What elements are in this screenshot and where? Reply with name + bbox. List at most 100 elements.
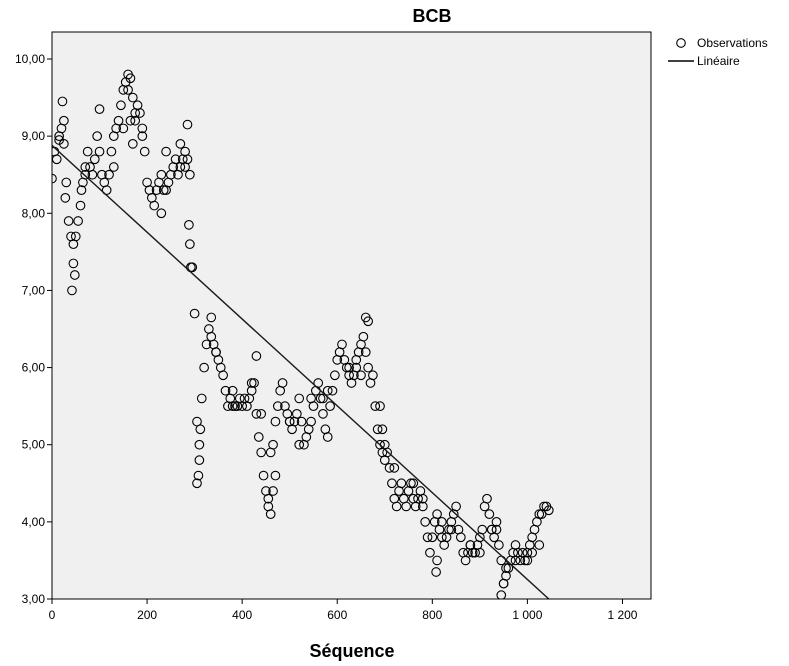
observation-point: [330, 370, 340, 381]
observation-point: [211, 347, 221, 357]
observation-point: [230, 401, 240, 411]
observation-point: [156, 208, 167, 219]
observation-point: [170, 154, 181, 165]
observation-point: [422, 532, 433, 543]
observation-point: [527, 547, 538, 558]
observation-point: [455, 532, 466, 543]
observation-point: [543, 505, 554, 516]
observation-point: [249, 378, 259, 388]
plot-area: [52, 32, 651, 599]
observation-point: [156, 169, 167, 180]
observation-point: [315, 393, 326, 404]
observation-point: [194, 455, 205, 465]
observation-point: [258, 470, 269, 481]
x-tick-label: 600: [327, 608, 347, 622]
observation-point: [375, 401, 385, 411]
observation-point: [67, 285, 77, 296]
observation-point: [63, 216, 74, 226]
observation-point: [268, 486, 278, 496]
legend-observations-marker: [676, 38, 686, 48]
observation-point: [80, 169, 91, 180]
observation-point: [306, 393, 316, 404]
x-tick-label: 800: [422, 608, 442, 622]
observation-point: [185, 239, 195, 249]
x-tick-label: 400: [232, 608, 252, 622]
legend-linear-label: Linéaire: [697, 54, 740, 68]
observation-point: [76, 185, 87, 195]
observation-point: [251, 351, 262, 361]
observation-point: [322, 385, 333, 396]
observation-point: [484, 509, 495, 519]
observation-point: [130, 108, 141, 118]
observation-point: [189, 308, 200, 319]
observation-point: [123, 85, 133, 95]
observation-point: [108, 162, 119, 172]
observation-point: [446, 524, 457, 535]
observation-point: [175, 139, 186, 149]
x-tick-label: 1 200: [607, 608, 637, 622]
observation-point: [118, 123, 129, 134]
observation-point: [294, 439, 305, 450]
observation-point: [125, 73, 136, 84]
observation-point: [306, 416, 316, 427]
y-tick-label: 3,00: [22, 592, 46, 606]
chart-title: BCB: [413, 6, 452, 26]
x-axis: 0 200 400 600 800 1 000 1 200: [49, 599, 638, 622]
observation-point: [396, 478, 407, 489]
observation-point: [127, 139, 138, 149]
observation-point: [130, 115, 141, 126]
observation-point: [199, 362, 209, 373]
observation-point: [501, 563, 511, 573]
observation-point: [389, 463, 400, 473]
observation-point: [256, 409, 267, 419]
observation-point: [270, 416, 281, 427]
observation-point: [377, 424, 388, 435]
observation-point: [161, 146, 171, 157]
observation-point: [256, 447, 267, 458]
x-tick-label: 0: [49, 608, 56, 622]
observation-point: [272, 401, 283, 411]
observation-point: [180, 162, 190, 172]
observation-point: [391, 501, 402, 512]
observation-point: [406, 478, 416, 489]
observation-point: [113, 115, 124, 126]
observation-point: [498, 578, 509, 589]
observation-point: [368, 370, 378, 381]
y-tick-label: 7,00: [22, 283, 46, 297]
observation-point: [61, 177, 72, 188]
observation-point: [451, 501, 461, 512]
observation-point: [477, 524, 488, 535]
observation-point: [322, 432, 333, 442]
y-tick-label: 5,00: [22, 438, 46, 452]
legend: Observations Linéaire: [668, 36, 768, 68]
observation-point: [185, 169, 195, 180]
observation-point: [318, 409, 328, 419]
observation-point: [432, 555, 442, 566]
observation-point: [69, 270, 80, 280]
observation-point: [251, 409, 262, 419]
observation-point: [60, 193, 71, 203]
observation-point: [268, 439, 278, 450]
observation-point: [318, 393, 328, 404]
observation-point: [196, 393, 207, 404]
observation-point: [510, 555, 521, 566]
y-tick-label: 6,00: [22, 361, 46, 375]
observation-point: [220, 385, 231, 396]
observation-point: [387, 478, 397, 489]
y-axis: 3,00 4,00 5,00 6,00 7,00 8,00 9,00 10,00: [15, 52, 52, 606]
observations-series: [52, 69, 554, 599]
observation-point: [408, 478, 419, 489]
observation-point: [92, 131, 103, 141]
observation-point: [327, 385, 338, 396]
plot-frame: [51, 31, 652, 600]
linear-fit-line: [52, 144, 550, 599]
observation-point: [270, 470, 281, 481]
observation-point: [68, 258, 79, 269]
x-tick-label: 1 000: [512, 608, 542, 622]
observation-point: [194, 439, 205, 450]
observation-point: [227, 401, 238, 411]
observation-point: [253, 432, 264, 442]
observation-point: [325, 401, 335, 411]
observation-point: [431, 567, 441, 577]
